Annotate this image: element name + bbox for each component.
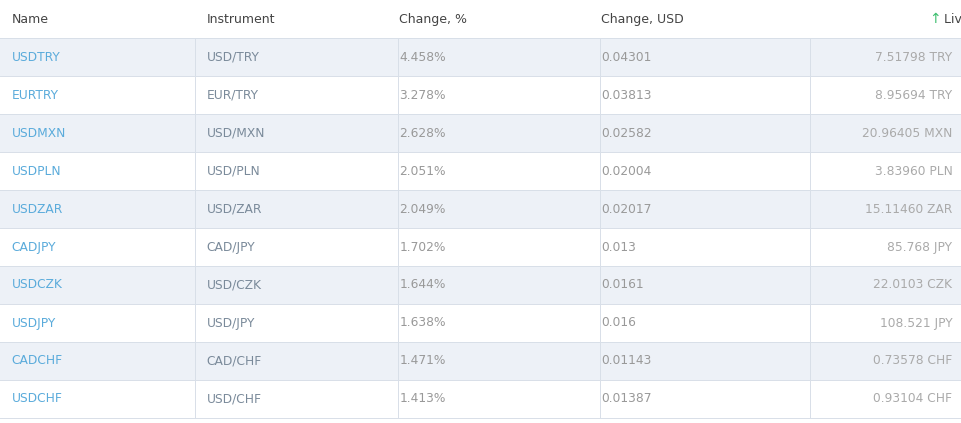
Text: USDMXN: USDMXN: [12, 126, 66, 140]
Bar: [0, 380, 961, 418]
Text: CADCHF: CADCHF: [12, 354, 62, 368]
Text: CAD/CHF: CAD/CHF: [207, 354, 261, 368]
Text: 0.73578 CHF: 0.73578 CHF: [873, 354, 951, 368]
Text: Instrument: Instrument: [207, 13, 275, 25]
Text: 0.93104 CHF: 0.93104 CHF: [873, 393, 951, 406]
Text: Live prices: Live prices: [944, 13, 961, 25]
Text: 3.83960 PLN: 3.83960 PLN: [874, 165, 951, 178]
Bar: [0, 342, 961, 380]
Text: 2.051%: 2.051%: [399, 165, 445, 178]
Bar: [0, 228, 961, 266]
Text: 1.471%: 1.471%: [399, 354, 445, 368]
Text: 0.01387: 0.01387: [601, 393, 651, 406]
Text: 20.96405 MXN: 20.96405 MXN: [861, 126, 951, 140]
Bar: [0, 114, 961, 152]
Bar: [0, 304, 961, 342]
Text: 7.51798 TRY: 7.51798 TRY: [875, 50, 951, 63]
Text: 2.049%: 2.049%: [399, 203, 445, 215]
Text: 0.03813: 0.03813: [601, 88, 651, 102]
Text: USDCZK: USDCZK: [12, 278, 62, 291]
Text: 0.02004: 0.02004: [601, 165, 651, 178]
Text: 108.521 JPY: 108.521 JPY: [879, 316, 951, 330]
Text: USDTRY: USDTRY: [12, 50, 61, 63]
Text: USD/JPY: USD/JPY: [207, 316, 255, 330]
Text: USD/CZK: USD/CZK: [207, 278, 261, 291]
Text: CADJPY: CADJPY: [12, 241, 56, 253]
Text: 4.458%: 4.458%: [399, 50, 445, 63]
Text: EUR/TRY: EUR/TRY: [207, 88, 259, 102]
Bar: [0, 190, 961, 228]
Bar: [0, 266, 961, 304]
Text: 3.278%: 3.278%: [399, 88, 445, 102]
Text: Change, %: Change, %: [399, 13, 467, 25]
Bar: [0, 152, 961, 190]
Text: USDZAR: USDZAR: [12, 203, 62, 215]
Bar: [0, 38, 961, 76]
Text: ↑: ↑: [927, 12, 940, 26]
Text: USD/CHF: USD/CHF: [207, 393, 261, 406]
Text: USD/PLN: USD/PLN: [207, 165, 260, 178]
Text: 2.628%: 2.628%: [399, 126, 445, 140]
Text: 1.702%: 1.702%: [399, 241, 445, 253]
Text: 0.016: 0.016: [601, 316, 635, 330]
Text: 1.638%: 1.638%: [399, 316, 445, 330]
Text: 0.01143: 0.01143: [601, 354, 651, 368]
Text: 0.02582: 0.02582: [601, 126, 652, 140]
Text: USD/TRY: USD/TRY: [207, 50, 259, 63]
Text: Name: Name: [12, 13, 48, 25]
Text: 85.768 JPY: 85.768 JPY: [886, 241, 951, 253]
Text: USD/MXN: USD/MXN: [207, 126, 265, 140]
Text: 8.95694 TRY: 8.95694 TRY: [875, 88, 951, 102]
Text: USDPLN: USDPLN: [12, 165, 62, 178]
Text: 0.02017: 0.02017: [601, 203, 651, 215]
Text: CAD/JPY: CAD/JPY: [207, 241, 256, 253]
Text: 0.013: 0.013: [601, 241, 635, 253]
Text: Change, USD: Change, USD: [601, 13, 683, 25]
Text: 0.0161: 0.0161: [601, 278, 643, 291]
Text: EURTRY: EURTRY: [12, 88, 59, 102]
Bar: [0, 76, 961, 114]
Text: 1.413%: 1.413%: [399, 393, 445, 406]
Text: 1.644%: 1.644%: [399, 278, 445, 291]
Text: 0.04301: 0.04301: [601, 50, 651, 63]
Text: 15.11460 ZAR: 15.11460 ZAR: [864, 203, 951, 215]
Text: 22.0103 CZK: 22.0103 CZK: [873, 278, 951, 291]
Text: USDJPY: USDJPY: [12, 316, 56, 330]
Text: USD/ZAR: USD/ZAR: [207, 203, 262, 215]
Text: USDCHF: USDCHF: [12, 393, 62, 406]
